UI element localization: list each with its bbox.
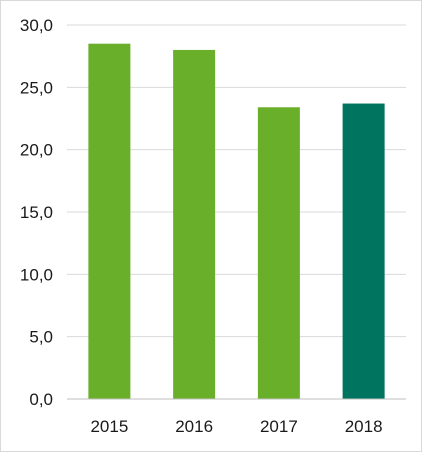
y-tick-label: 30,0 — [20, 16, 53, 35]
y-tick-label: 25,0 — [20, 78, 53, 97]
x-axis-tick-labels: 2015 2016 2017 2018 — [90, 417, 382, 436]
y-tick-label: 5,0 — [29, 328, 53, 347]
x-tick-label: 2018 — [345, 417, 383, 436]
bar-2018 — [342, 103, 385, 399]
bar-2015 — [88, 43, 131, 399]
bars — [88, 43, 385, 399]
bar-2016 — [173, 49, 216, 399]
y-tick-label: 20,0 — [20, 141, 53, 160]
y-tick-label: 10,0 — [20, 265, 53, 284]
x-tick-label: 2016 — [175, 417, 213, 436]
y-tick-label: 15,0 — [20, 203, 53, 222]
y-tick-label: 0,0 — [29, 390, 53, 409]
bar-2017 — [257, 107, 300, 399]
x-tick-label: 2017 — [260, 417, 298, 436]
x-tick-label: 2015 — [90, 417, 128, 436]
y-axis-tick-labels: 0,0 5,0 10,0 15,0 20,0 25,0 30,0 — [20, 16, 53, 409]
